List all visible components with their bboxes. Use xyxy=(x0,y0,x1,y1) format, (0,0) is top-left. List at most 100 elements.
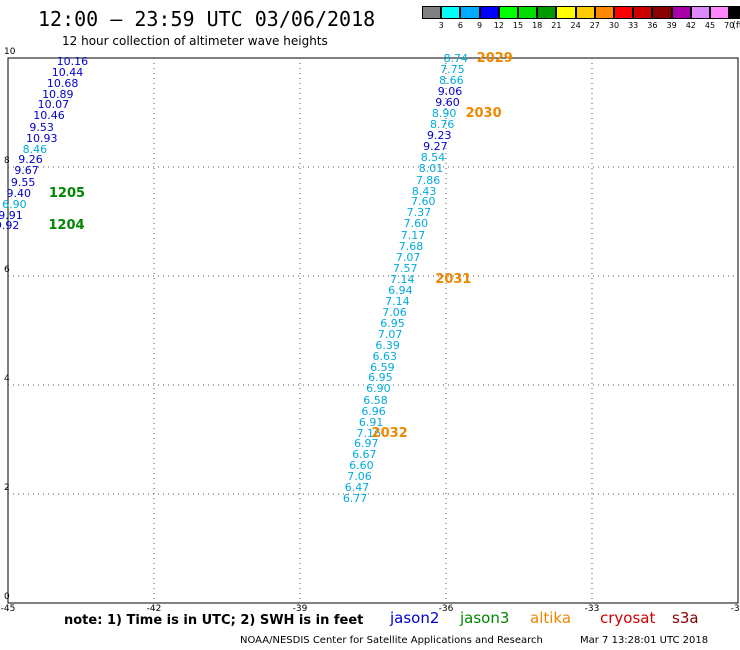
wave-height-value: 6.63 xyxy=(372,349,398,363)
wave-height-value: 6.60 xyxy=(349,459,374,473)
wave-height-value: 8.66 xyxy=(439,74,464,88)
wave-height-value: 6.90 xyxy=(2,197,27,211)
legend-item-jason3: jason3 xyxy=(460,609,510,627)
map-frame xyxy=(7,57,739,604)
colorbar-swatch xyxy=(710,6,730,19)
wave-height-value: 7.17 xyxy=(400,229,426,243)
legend-item-altika: altika xyxy=(530,609,572,627)
colorbar-swatch xyxy=(729,6,740,19)
x-tick-label: -36 xyxy=(438,604,454,614)
wave-height-value: 7.60 xyxy=(403,217,429,231)
wave-height-value: 6.58 xyxy=(363,393,388,407)
y-tick-label: 8 xyxy=(4,156,10,166)
page-title: 12:00 – 23:59 UTC 03/06/2018 xyxy=(38,7,376,31)
wave-height-value: 7.16 xyxy=(356,426,381,440)
wave-height-value: 7.07 xyxy=(377,327,403,341)
colorbar-label: 6 xyxy=(457,21,463,30)
wave-height-value: 6.96 xyxy=(361,404,386,418)
wave-height-value: 8.46 xyxy=(22,142,48,156)
wave-height-value: 7.86 xyxy=(415,173,441,187)
x-tick-label: -39 xyxy=(292,604,308,614)
wave-height-value: 9.06 xyxy=(437,85,463,99)
x-tick-label: -30 xyxy=(730,604,740,614)
wave-height-value: 8.90 xyxy=(431,107,457,121)
colorbar-swatch xyxy=(479,6,499,19)
wave-height-value: 6.95 xyxy=(380,316,405,330)
wave-height-value: 6.94 xyxy=(388,283,413,297)
wave-height-value: 8.76 xyxy=(429,118,455,132)
pass-number-label: 1205 xyxy=(48,185,86,201)
colorbar-label: 45 xyxy=(704,21,716,30)
wave-height-value: 9.91 xyxy=(0,208,23,222)
wave-height-value: 6.47 xyxy=(344,481,370,494)
wave-height-value: 10.89 xyxy=(42,88,74,102)
legend-item-cryosat: cryosat xyxy=(600,609,656,627)
wave-height-value: 9.23 xyxy=(427,128,452,142)
colorbar-swatch xyxy=(498,6,518,19)
pass-number-label: 2029 xyxy=(476,51,513,67)
footer-note: note: 1) Time is in UTC; 2) SWH is in fe… xyxy=(64,613,364,628)
wave-height-value: 7.75 xyxy=(440,62,465,76)
legend-item-s3a: s3a xyxy=(672,609,699,627)
colorbar-label: 24 xyxy=(570,21,581,30)
wave-height-value: 6.77 xyxy=(342,491,368,505)
colorbar-swatch xyxy=(671,6,691,19)
colorbar-label: 21 xyxy=(551,21,562,30)
wave-height-value: 7.14 xyxy=(385,294,410,308)
colorbar-swatch xyxy=(652,6,672,19)
colorbar-label: 36 xyxy=(647,21,658,30)
map-grid xyxy=(7,57,739,604)
wave-height-value: 9.67 xyxy=(14,164,39,178)
wave-height-value: 7.14 xyxy=(390,272,415,286)
colorbar-label: 39 xyxy=(666,21,677,30)
wave-height-value: 7.68 xyxy=(398,240,424,254)
wave-height-value: 8.74 xyxy=(443,52,469,66)
wave-height-value: 6.59 xyxy=(370,360,395,374)
pass-number-label: 2031 xyxy=(435,271,472,287)
wave-height-value: 7.57 xyxy=(392,261,418,275)
wave-height-value: 7.07 xyxy=(395,251,421,264)
wave-height-value: 6.90 xyxy=(366,382,391,396)
colorbar-swatch xyxy=(537,6,557,19)
wave-height-value: 10.16 xyxy=(56,54,89,68)
colorbar-swatch xyxy=(556,6,576,19)
wave-height-value: 7.60 xyxy=(410,195,436,209)
colorbar-swatch xyxy=(594,6,614,19)
wave-height-value: 8.54 xyxy=(420,151,446,165)
wave-height-value: 10.07 xyxy=(37,98,70,112)
wave-height-value: 9.55 xyxy=(10,175,36,189)
colorbar-label: 42 xyxy=(685,21,696,30)
wave-height-value: 7.06 xyxy=(382,305,407,319)
wave-height-value: 6.97 xyxy=(354,437,379,451)
page-subtitle: 12 hour collection of altimeter wave hei… xyxy=(62,34,328,48)
legend-item-jason2: jason2 xyxy=(390,609,440,627)
colorbar-label: 18 xyxy=(532,21,543,30)
wave-height-value: 6.91 xyxy=(358,415,384,429)
pass-number-label: 2030 xyxy=(465,106,502,122)
y-tick-label: 10 xyxy=(4,47,16,57)
colorbar-swatch xyxy=(614,6,634,19)
wave-height-value: 9.40 xyxy=(6,186,32,200)
wave-height-value: 10.46 xyxy=(33,109,65,123)
colorbar-swatch xyxy=(690,6,710,19)
wave-height-value: 9.26 xyxy=(18,153,43,167)
pass-number-label: 1204 xyxy=(48,218,85,234)
wave-height-value: 8.43 xyxy=(411,184,437,198)
wave-height-value: 7.37 xyxy=(406,206,432,220)
colorbar-unit: (ft) xyxy=(732,21,740,31)
wave-height-value: 6.95 xyxy=(368,371,393,385)
colorbar-swatch xyxy=(518,6,538,19)
colorbar-label: 12 xyxy=(493,21,504,30)
wave-height-value: 9.27 xyxy=(423,139,448,153)
wave-height-value: 10.44 xyxy=(51,66,84,80)
pass-number-label: 2032 xyxy=(371,425,408,441)
x-tick-label: -45 xyxy=(0,604,16,614)
wave-height-value: 10.93 xyxy=(26,131,58,145)
wave-height-value: 6.39 xyxy=(375,338,400,352)
wave-height-value: 9.53 xyxy=(29,120,54,134)
x-tick-label: -42 xyxy=(146,604,162,614)
wave-height-value: 7.06 xyxy=(347,470,372,484)
colorbar-swatch xyxy=(575,6,595,19)
